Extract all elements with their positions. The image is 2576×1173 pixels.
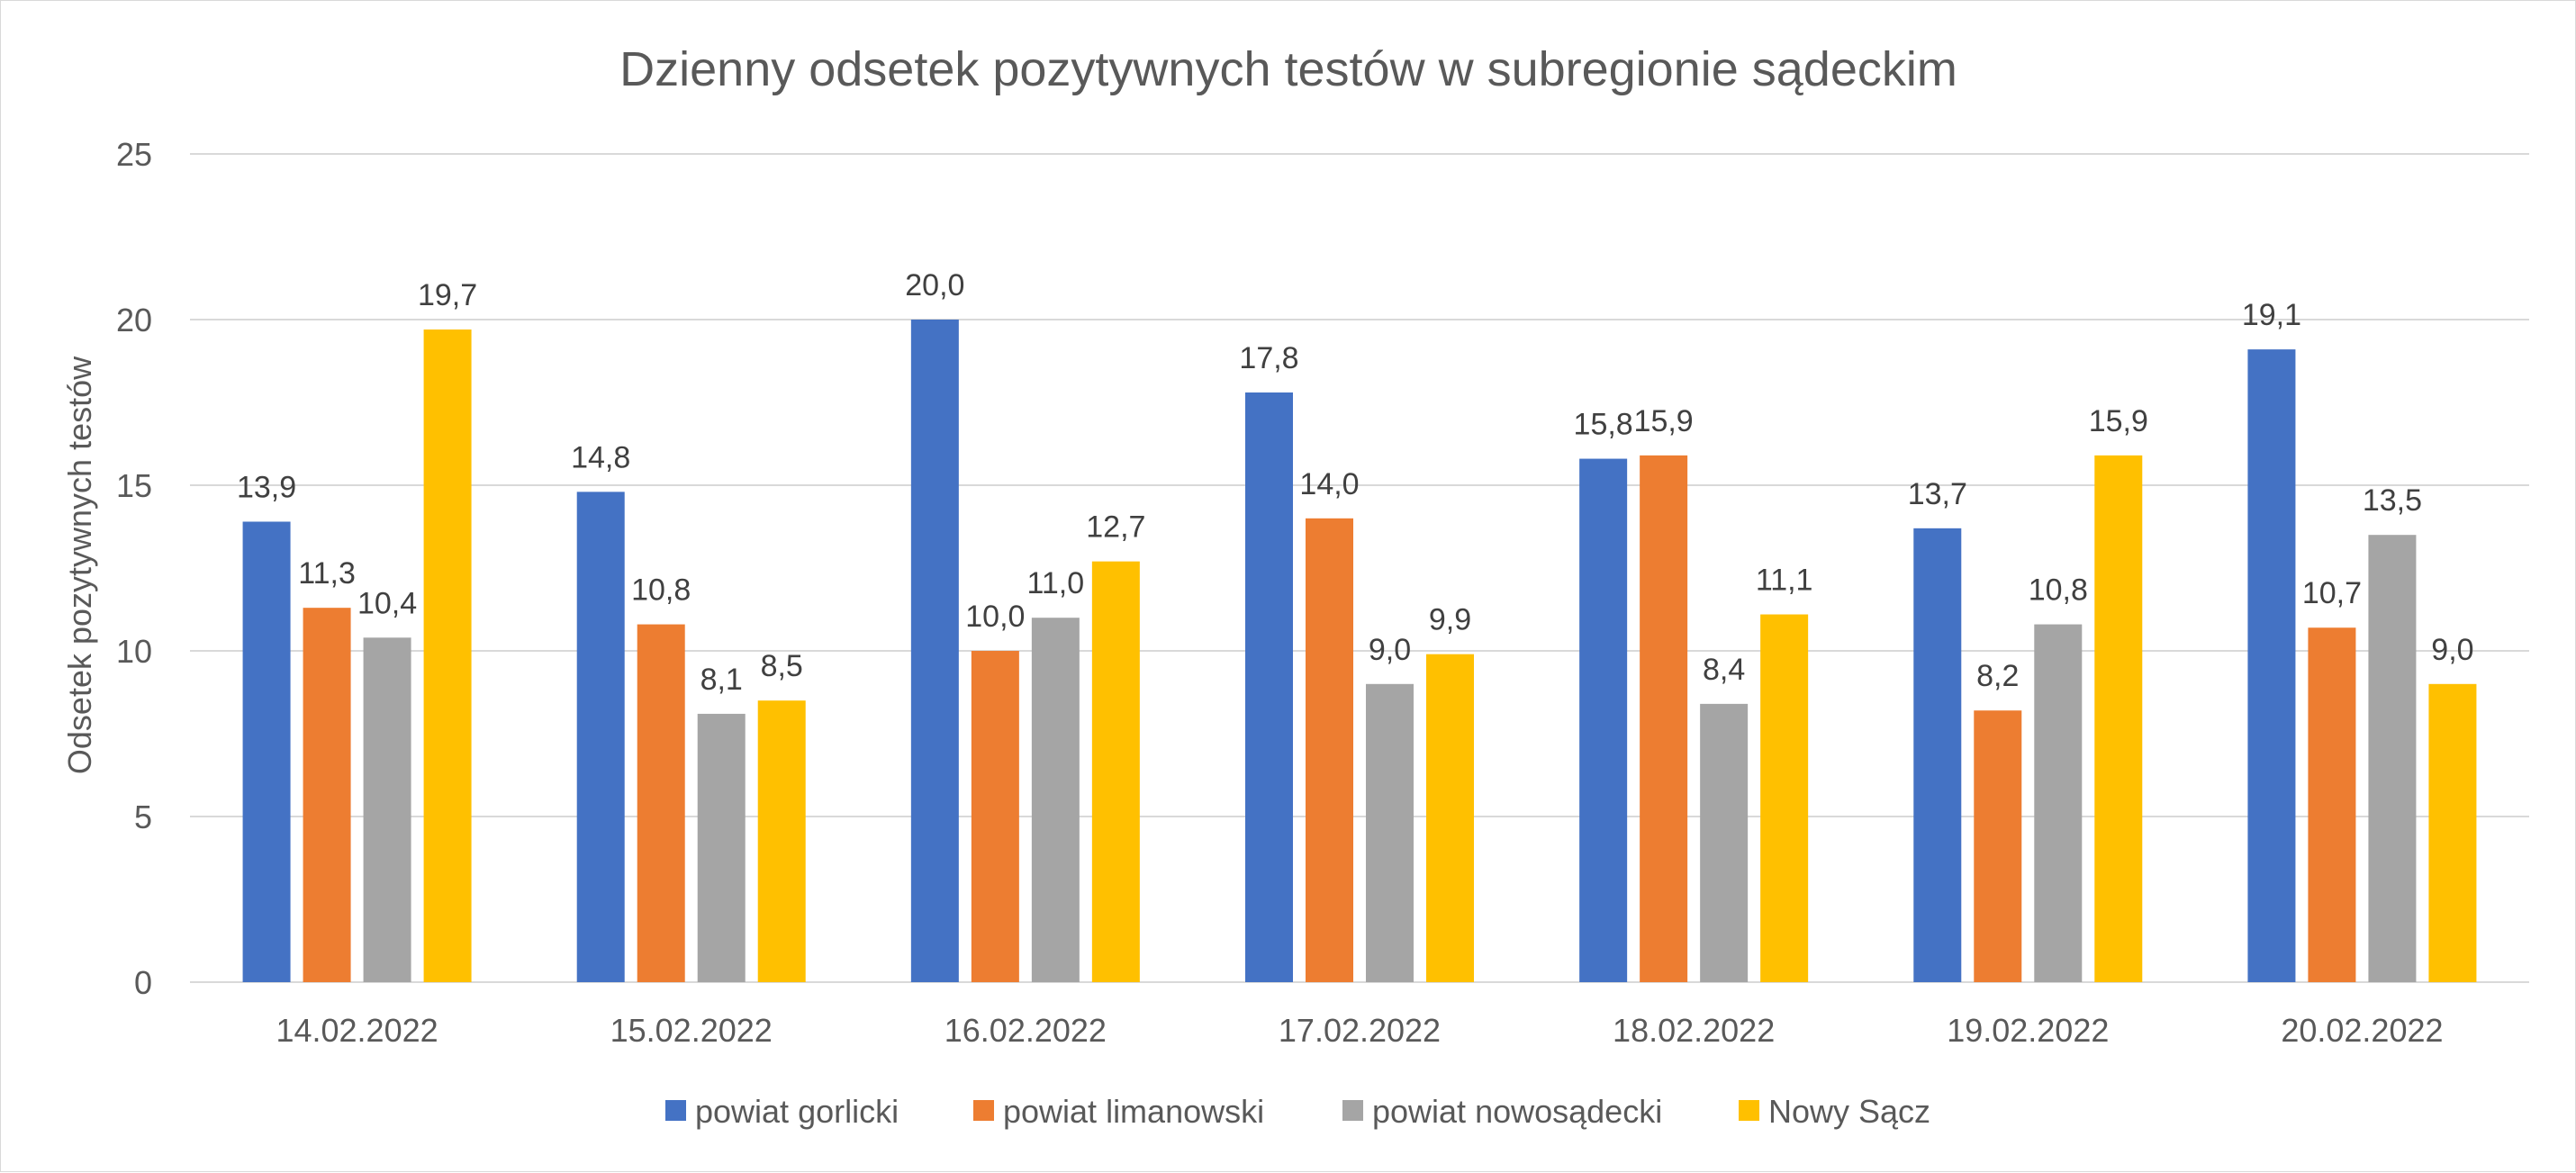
legend: powiat gorlicki powiat limanowski powiat n… (665, 1093, 1930, 1130)
x-category-label: 15.02.2022 (610, 1012, 773, 1049)
bar (423, 329, 472, 982)
bar (1426, 654, 1474, 982)
bar (1366, 683, 1414, 982)
bar (2247, 349, 2296, 982)
x-category-label: 14.02.2022 (276, 1012, 438, 1049)
y-tick-label: 10 (116, 633, 152, 670)
y-tick-label: 25 (116, 136, 152, 173)
y-tick-label: 20 (116, 302, 152, 338)
bar (576, 492, 625, 982)
data-label: 10,4 (357, 586, 417, 620)
data-label: 17,8 (1239, 341, 1298, 375)
bar (971, 651, 1019, 982)
bar (697, 713, 746, 982)
bar (1974, 710, 2022, 982)
x-category-label: 16.02.2022 (945, 1012, 1107, 1049)
y-axis-label: Odsetek pozytywnych testów (61, 356, 98, 774)
data-label: 19,7 (418, 278, 477, 312)
y-axis-ticks: 0 5 10 15 20 25 (116, 136, 152, 1001)
data-label: 12,7 (1086, 510, 1145, 545)
x-axis-categories: 14.02.2022 15.02.2022 16.02.2022 17.02.2022… (276, 1012, 2443, 1049)
bar (1579, 458, 1628, 982)
data-label: 8,2 (1976, 659, 2019, 693)
data-label: 15,8 (1574, 408, 1633, 442)
data-label: 9,0 (2431, 633, 2473, 667)
data-label: 11,1 (1756, 564, 1813, 598)
x-category-label: 19.02.2022 (1947, 1012, 2109, 1049)
bar (1640, 455, 1688, 982)
data-label: 13,7 (1908, 477, 1967, 511)
bar (1700, 703, 1749, 982)
legend-label: powiat gorlicki (695, 1093, 899, 1130)
data-label: 15,9 (2089, 404, 2148, 438)
data-label: 14,0 (1299, 467, 1359, 501)
data-label: 9,9 (1429, 603, 1471, 637)
data-label: 11,3 (298, 556, 356, 591)
bars (242, 320, 2477, 983)
bar (2368, 535, 2417, 982)
bar (1245, 392, 1293, 983)
y-tick-label: 15 (116, 467, 152, 504)
data-label: 10,8 (2029, 573, 2088, 608)
data-label: 10,0 (965, 600, 1025, 634)
bar (910, 320, 959, 982)
bar (637, 624, 685, 982)
data-label: 10,7 (2302, 576, 2362, 610)
y-tick-label: 5 (134, 799, 152, 835)
bar (2034, 624, 2083, 982)
data-label: 11,0 (1027, 566, 1085, 600)
data-label: 9,0 (1369, 633, 1411, 667)
data-label: 13,9 (237, 470, 296, 504)
data-label: 15,9 (1634, 404, 1694, 438)
legend-swatch (973, 1100, 994, 1121)
x-category-label: 17.02.2022 (1279, 1012, 1441, 1049)
y-tick-label: 0 (134, 964, 152, 1001)
legend-swatch (1342, 1100, 1363, 1121)
bar (2308, 627, 2356, 982)
legend-label: Nowy Sącz (1768, 1093, 1930, 1130)
legend-label: powiat limanowski (1003, 1093, 1264, 1130)
gridlines (190, 153, 2529, 983)
bar (242, 521, 291, 982)
data-label: 8,4 (1703, 653, 1745, 687)
data-label: 8,1 (700, 663, 743, 697)
chart-title: Dzienny odsetek pozytywnych testów w sub… (619, 42, 1957, 96)
data-labels: 13,911,310,419,714,810,88,1 8,520,010,011… (237, 268, 2474, 697)
bar (1760, 614, 1809, 982)
data-label: 10,8 (631, 573, 691, 608)
legend-swatch (1739, 1100, 1759, 1121)
data-label: 13,5 (2363, 483, 2422, 518)
legend-label: powiat nowosądecki (1372, 1093, 1662, 1130)
data-label: 20,0 (905, 268, 964, 302)
x-category-label: 20.02.2022 (2281, 1012, 2443, 1049)
data-label: 14,8 (571, 440, 630, 474)
bar (1031, 618, 1080, 982)
bar (1306, 518, 1353, 982)
legend-swatch (665, 1100, 686, 1121)
bar (363, 637, 411, 982)
bar (2094, 455, 2143, 982)
bar (2428, 683, 2477, 982)
data-label: 8,5 (761, 649, 803, 683)
data-label: 19,1 (2242, 298, 2301, 332)
bar (303, 608, 351, 982)
bar (1091, 561, 1140, 982)
bar (757, 700, 806, 982)
bar (1913, 528, 1962, 982)
x-category-label: 18.02.2022 (1613, 1012, 1775, 1049)
